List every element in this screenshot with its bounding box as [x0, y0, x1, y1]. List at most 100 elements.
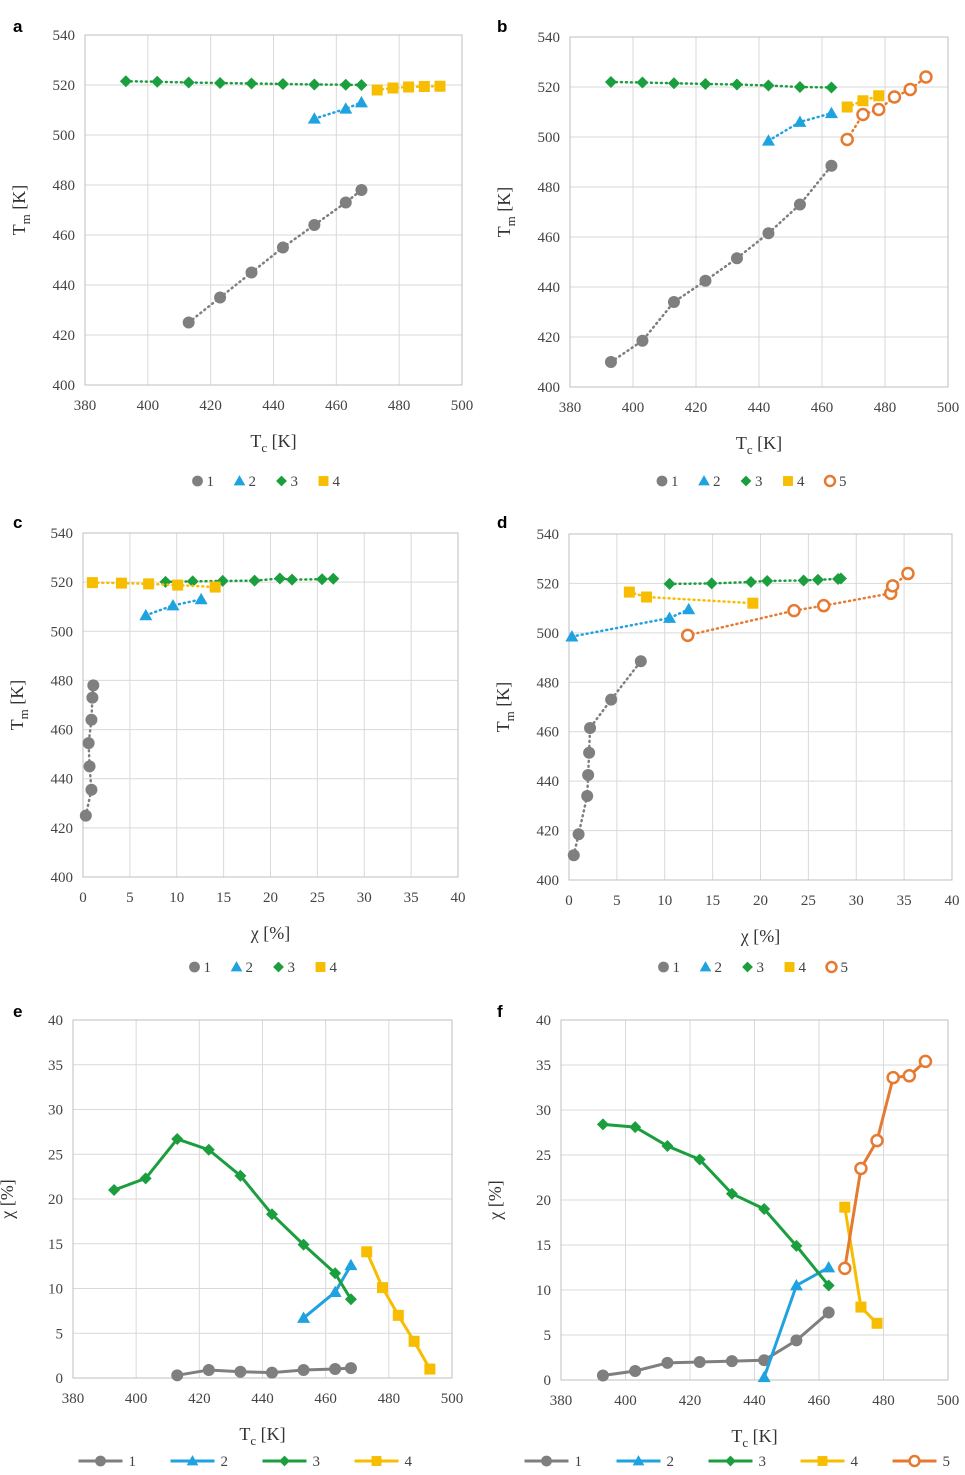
data-point [730, 78, 743, 91]
legend-marker [186, 1455, 199, 1466]
data-point [297, 1238, 310, 1251]
legend: 1 2 3 4 5 [658, 960, 848, 976]
data-point [139, 608, 153, 621]
data-point [86, 691, 99, 704]
x-tick-label: 0 [79, 890, 87, 906]
panel-letter: f [497, 1002, 503, 1021]
y-axis-label: Tm [K] [9, 185, 33, 236]
legend-marker [742, 961, 753, 973]
data-point [108, 1184, 121, 1197]
data-point [855, 1301, 867, 1313]
data-point [297, 1363, 310, 1376]
data-point [286, 573, 299, 586]
legend-label: 5 [841, 960, 849, 976]
data-point [339, 78, 352, 91]
data-point [234, 1169, 247, 1182]
y-axis-label: χ [%] [0, 1179, 17, 1219]
chart-panel-e: e 380 400 420 440 460 480 500 0 5 10 15 20 25 30 35 40 Tc… [0, 1002, 463, 1470]
data-point [825, 81, 838, 94]
series-1 [604, 159, 838, 368]
series-5 [680, 566, 915, 643]
y-tick-label: 480 [53, 178, 76, 194]
data-point [822, 1306, 835, 1319]
data-point [793, 198, 806, 211]
data-point [166, 598, 180, 611]
data-point [377, 1282, 389, 1294]
panel-letter: c [13, 513, 22, 532]
x-tick-label: 400 [125, 1391, 148, 1407]
data-point [159, 575, 172, 588]
x-tick-label: 30 [357, 890, 372, 906]
data-point [329, 1363, 342, 1376]
y-tick-label: 480 [51, 673, 74, 689]
legend-item-5: 5 [823, 474, 847, 490]
legend: 1 2 3 4 [78, 1454, 413, 1470]
data-point [661, 1356, 674, 1369]
data-point [824, 106, 838, 119]
y-tick-label: 15 [48, 1237, 63, 1253]
x-tick-label: 460 [808, 1393, 831, 1409]
data-point [663, 577, 676, 590]
x-tick-label: 380 [559, 400, 582, 416]
x-tick-label: 480 [874, 400, 897, 416]
legend-item-1: 1 [78, 1454, 136, 1470]
legend-marker [698, 475, 710, 486]
y-tick-label: 25 [48, 1147, 63, 1163]
y-tick-label: 440 [538, 280, 561, 296]
y-tick-label: 520 [51, 575, 74, 591]
x-tick-label: 10 [169, 890, 184, 906]
legend: 1 2 3 4 [189, 960, 338, 976]
x-tick-label: 500 [451, 398, 474, 414]
legend-marker [725, 1455, 736, 1467]
data-point [361, 1246, 373, 1258]
data-point [297, 1311, 311, 1323]
y-tick-label: 420 [51, 821, 74, 837]
plot-area [82, 532, 459, 878]
data-point [793, 115, 807, 127]
series-line-3 [602, 1122, 830, 1287]
data-point [902, 1069, 917, 1083]
data-point [316, 573, 329, 586]
x-tick-label: 460 [811, 400, 834, 416]
series-4 [361, 1246, 436, 1375]
series-line-1 [84, 684, 95, 817]
x-tick-label: 440 [748, 400, 771, 416]
data-point [209, 581, 221, 593]
data-point [434, 80, 446, 92]
data-point [604, 76, 617, 88]
data-point [840, 132, 854, 147]
y-tick-label: 460 [538, 230, 561, 246]
legend-label: 1 [207, 474, 215, 490]
x-tick-label: 400 [614, 1393, 637, 1409]
legend-label: 4 [851, 1454, 859, 1470]
data-point [245, 77, 258, 90]
series-4 [371, 80, 446, 96]
data-point [265, 1366, 278, 1379]
data-point [273, 572, 286, 585]
series-1 [596, 1306, 835, 1382]
series-3 [159, 572, 340, 588]
series-line-1 [572, 660, 643, 857]
legend-marker [823, 474, 837, 488]
y-tick-label: 460 [53, 228, 76, 244]
legend-item-4: 4 [318, 474, 341, 490]
y-tick-label: 540 [537, 527, 560, 543]
y-tick-label: 460 [51, 723, 74, 739]
data-point [793, 81, 806, 93]
data-point [661, 1140, 674, 1152]
data-point [186, 575, 199, 588]
x-tick-label: 500 [937, 1393, 960, 1409]
data-point [758, 1203, 771, 1215]
data-point [629, 1121, 642, 1134]
legend-item-1: 1 [658, 960, 680, 976]
legend-marker [189, 961, 200, 973]
x-tick-label: 30 [849, 893, 864, 909]
legend-item-4: 4 [784, 960, 807, 976]
x-tick-label: 35 [897, 893, 912, 909]
legend-item-1: 1 [189, 960, 211, 976]
series-2 [565, 602, 696, 642]
data-point [834, 572, 847, 585]
data-point [85, 783, 98, 796]
y-tick-label: 400 [538, 380, 561, 396]
